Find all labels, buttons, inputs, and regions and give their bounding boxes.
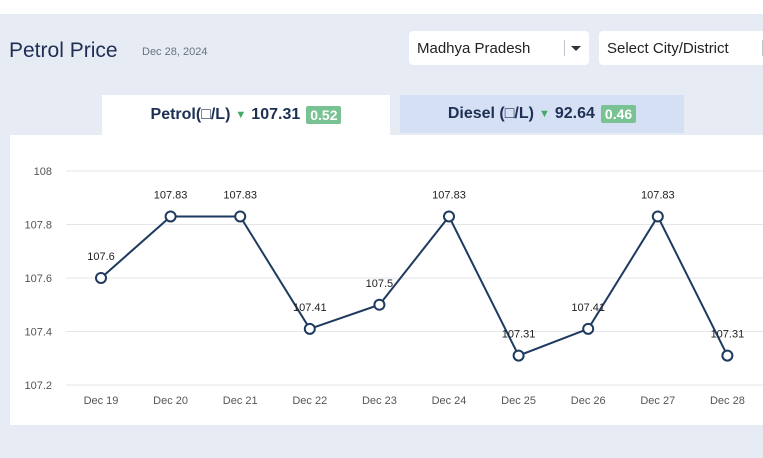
data-point <box>373 298 386 311</box>
tab-petrol-change-badge: 0.52 <box>306 106 342 124</box>
data-point <box>512 349 525 362</box>
data-point <box>651 210 664 223</box>
y-tick-label: 107.4 <box>24 327 52 339</box>
city-dropdown-value: Select City/District <box>607 39 729 57</box>
x-tick-label: Dec 27 <box>640 395 675 407</box>
x-tick-label: Dec 26 <box>571 395 606 407</box>
x-tick-label: Dec 20 <box>153 395 188 407</box>
data-label: 107.31 <box>502 329 536 341</box>
tab-diesel-label: Diesel (□/L) <box>447 105 534 122</box>
tab-petrol-label: Petrol(□/L) <box>150 106 231 123</box>
data-label: 107.83 <box>154 189 188 201</box>
top-strip <box>0 0 763 14</box>
y-tick-label: 107.2 <box>24 380 52 392</box>
data-label: 107.83 <box>641 189 675 201</box>
data-label: 107.41 <box>293 302 327 314</box>
data-label: 107.5 <box>366 278 394 290</box>
state-dropdown-value: Madhya Pradesh <box>417 39 531 57</box>
data-point <box>582 322 595 335</box>
chevron-down-icon <box>571 45 581 51</box>
state-dropdown[interactable]: Madhya Pradesh <box>409 31 589 65</box>
data-point <box>443 210 455 223</box>
data-point <box>95 272 107 284</box>
data-point <box>234 210 247 223</box>
x-tick-label: Dec 25 <box>501 395 536 407</box>
x-tick-label: Dec 28 <box>710 395 745 407</box>
city-dropdown[interactable]: Select City/District <box>599 31 763 65</box>
data-label: 107.41 <box>571 302 605 314</box>
data-label: 107.6 <box>87 251 115 263</box>
series-line <box>100 214 729 357</box>
tab-petrol-price: 107.31 <box>251 106 301 123</box>
dropdown-divider <box>564 40 565 56</box>
tab-diesel-change-badge: 0.46 <box>600 105 637 123</box>
tab-diesel[interactable]: Diesel (□/L) ▼ 92.64 0.46 <box>400 95 684 133</box>
chart-panel <box>10 135 763 425</box>
x-tick-label: Dec 24 <box>432 395 467 407</box>
x-tick-label: Dec 22 <box>292 395 327 407</box>
down-triangle-icon: ▼ <box>235 109 247 121</box>
x-tick-label: Dec 23 <box>362 395 397 407</box>
data-point <box>164 210 177 223</box>
y-tick-label: 107.8 <box>24 220 52 232</box>
page-title: Petrol Price <box>9 39 118 62</box>
data-point <box>303 322 316 335</box>
data-label: 107.31 <box>711 329 745 341</box>
price-date: Dec 28, 2024 <box>142 46 208 58</box>
data-label: 107.83 <box>223 189 257 201</box>
x-tick-label: Dec 19 <box>84 395 119 407</box>
down-triangle-icon: ▼ <box>538 108 550 120</box>
tab-diesel-price: 92.64 <box>554 105 595 122</box>
data-point <box>721 349 734 362</box>
y-tick-label: 108 <box>34 166 52 178</box>
data-label: 107.83 <box>432 189 466 201</box>
y-tick-label: 107.6 <box>24 273 52 285</box>
x-tick-label: Dec 21 <box>223 395 258 407</box>
tab-petrol[interactable]: Petrol(□/L) ▼ 107.31 0.52 <box>102 95 390 135</box>
